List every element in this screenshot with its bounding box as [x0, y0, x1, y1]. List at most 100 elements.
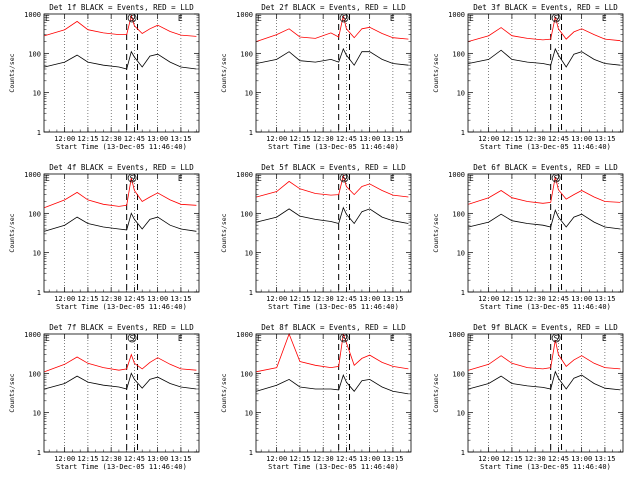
- y-tick-label: 10: [245, 90, 253, 98]
- events-series-line: [468, 209, 621, 230]
- x-tick-label: 12:00: [478, 295, 499, 303]
- events-series-line: [468, 370, 621, 391]
- start-marker-circle: [339, 173, 349, 183]
- lld-series-line: [256, 332, 409, 373]
- panel-title: Det 2f BLACK = Events, RED = LLD: [261, 3, 406, 12]
- x-tick-label: 12:15: [501, 295, 522, 303]
- end-marker: E: [469, 174, 474, 183]
- y-tick-label: 1000: [24, 11, 41, 19]
- x-tick-label: 12:45: [124, 455, 145, 463]
- y-tick-label: 100: [28, 210, 41, 218]
- end-marker: E: [45, 14, 50, 23]
- panel-5: Det 5f BLACK = Events, RED = LLD 1 10 100 10…: [220, 163, 412, 311]
- start-marker: S: [130, 334, 135, 343]
- panel-7: Det 7f BLACK = Events, RED = LLD 1 10 100 10…: [8, 323, 200, 471]
- x-tick-label: 12:00: [266, 295, 287, 303]
- y-tick-label: 1000: [448, 331, 465, 339]
- y-tick-label: 100: [240, 50, 253, 58]
- x-tick-label: 12:45: [336, 295, 357, 303]
- lld-series-line: [256, 15, 409, 42]
- y-tick-label: 1: [37, 289, 41, 297]
- y-axis-label: Counts/sec: [8, 213, 16, 252]
- y-tick-label: 1000: [448, 11, 465, 19]
- x-tick-label: 13:00: [147, 455, 168, 463]
- x-tick-label: 13:00: [147, 135, 168, 143]
- panel-title: Det 8f BLACK = Events, RED = LLD: [261, 323, 406, 332]
- x-tick-label: 13:00: [571, 135, 592, 143]
- x-tick-label: 12:30: [313, 295, 334, 303]
- end-marker: E: [602, 174, 607, 183]
- events-series-line: [468, 47, 621, 68]
- panel-title: Det 9f BLACK = Events, RED = LLD: [473, 323, 618, 332]
- plot-frame: [43, 13, 200, 133]
- panel-title: Det 5f BLACK = Events, RED = LLD: [261, 163, 406, 172]
- lld-series-line: [468, 176, 621, 205]
- y-axis-label: Counts/sec: [220, 373, 228, 412]
- panel-title: Det 6f BLACK = Events, RED = LLD: [473, 163, 618, 172]
- x-tick-label: 12:30: [101, 455, 122, 463]
- start-marker: S: [130, 14, 135, 23]
- y-tick-label: 100: [452, 370, 465, 378]
- y-tick-label: 100: [452, 50, 465, 58]
- y-tick-label: 1: [249, 449, 253, 457]
- x-axis-label: Start Time (13-Dec-05 11:46:40): [480, 463, 611, 471]
- x-axis-label: Start Time (13-Dec-05 11:46:40): [56, 143, 187, 151]
- plot-frame: [467, 173, 624, 293]
- start-marker-circle: [127, 173, 137, 183]
- panel-title: Det 7f BLACK = Events, RED = LLD: [49, 323, 194, 332]
- end-marker: E: [390, 334, 395, 343]
- lld-series-line: [468, 340, 621, 371]
- end-marker: E: [602, 14, 607, 23]
- y-tick-label: 1: [37, 129, 41, 137]
- start-marker: S: [342, 174, 347, 183]
- x-tick-label: 13:15: [594, 295, 615, 303]
- lld-series-line: [44, 177, 197, 208]
- x-tick-label: 13:00: [359, 295, 380, 303]
- plot-frame: [43, 173, 200, 293]
- start-marker-circle: [551, 333, 561, 343]
- y-axis-label: Counts/sec: [432, 53, 440, 92]
- x-tick-label: 13:15: [170, 295, 191, 303]
- y-tick-label: 10: [245, 250, 253, 258]
- y-tick-label: 1: [461, 449, 465, 457]
- y-axis-label: Counts/sec: [8, 53, 16, 92]
- x-tick-label: 12:15: [501, 455, 522, 463]
- plot-frame: [255, 333, 412, 453]
- start-marker: S: [342, 334, 347, 343]
- x-tick-label: 12:00: [266, 455, 287, 463]
- end-marker: E: [602, 334, 607, 343]
- y-tick-label: 100: [28, 50, 41, 58]
- y-tick-label: 1: [461, 129, 465, 137]
- x-axis-label: Start Time (13-Dec-05 11:46:40): [56, 303, 187, 311]
- end-marker: E: [45, 334, 50, 343]
- panel-8: Det 8f BLACK = Events, RED = LLD 1 10 100 10…: [220, 323, 412, 471]
- x-tick-label: 13:15: [382, 455, 403, 463]
- start-marker-circle: [127, 13, 137, 23]
- end-marker: E: [390, 174, 395, 183]
- x-tick-label: 12:45: [548, 455, 569, 463]
- end-marker: E: [257, 174, 262, 183]
- events-series-line: [44, 50, 197, 70]
- end-marker: E: [257, 334, 262, 343]
- events-series-line: [44, 372, 197, 390]
- x-tick-label: 12:45: [124, 135, 145, 143]
- y-axis-label: Counts/sec: [432, 373, 440, 412]
- end-marker: E: [469, 334, 474, 343]
- x-axis-label: Start Time (13-Dec-05 11:46:40): [56, 463, 187, 471]
- plot-frame: [255, 173, 412, 293]
- x-tick-label: 13:15: [170, 135, 191, 143]
- x-tick-label: 13:00: [359, 135, 380, 143]
- y-tick-label: 1: [249, 129, 253, 137]
- y-axis-label: Counts/sec: [8, 373, 16, 412]
- y-axis-label: Counts/sec: [220, 213, 228, 252]
- y-tick-label: 10: [33, 410, 41, 418]
- x-tick-label: 12:45: [548, 295, 569, 303]
- x-tick-label: 13:00: [359, 455, 380, 463]
- y-tick-label: 1000: [236, 331, 253, 339]
- start-marker-circle: [339, 13, 349, 23]
- y-tick-label: 10: [457, 90, 465, 98]
- y-tick-label: 1000: [448, 171, 465, 179]
- start-marker: S: [554, 334, 559, 343]
- x-tick-label: 12:30: [525, 135, 546, 143]
